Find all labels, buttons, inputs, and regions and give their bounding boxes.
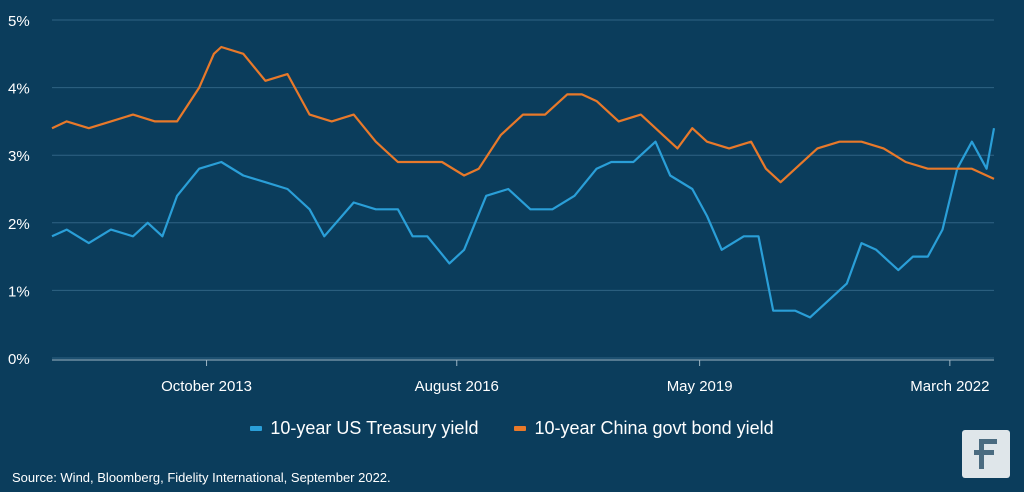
legend-item-china: 10-year China govt bond yield (514, 418, 774, 439)
series-line-us-treasury (51, 128, 996, 319)
legend-label-china: 10-year China govt bond yield (534, 418, 774, 438)
legend-swatch-china (514, 426, 527, 431)
y-tick-label: 3% (8, 148, 30, 165)
legend-item-us: 10-year US Treasury yield (250, 418, 478, 439)
y-tick-label: 2% (8, 216, 30, 233)
y-tick-label: 5% (8, 13, 30, 30)
legend-swatch-us (250, 426, 263, 431)
fidelity-logo (962, 430, 1010, 478)
y-tick-label: 1% (8, 283, 30, 300)
fidelity-logo-icon (974, 439, 997, 469)
y-tick-label: 4% (8, 81, 30, 98)
legend-label-us: 10-year US Treasury yield (270, 418, 479, 438)
x-tick-label: August 2016 (415, 378, 499, 395)
line-chart: 0% 1% 2% 3% 4% 5% October 2013 August 2016 May 2… (8, 13, 996, 395)
x-tick-label: May 2019 (667, 378, 733, 395)
x-tick-label: October 2013 (161, 378, 252, 395)
series-line-china-govt (51, 45, 995, 184)
source-note: Source: Wind, Bloomberg, Fidelity Intern… (12, 470, 391, 485)
x-tick-label: March 2022 (910, 378, 989, 395)
legend: 10-year US Treasury yield 10-year China … (0, 418, 1024, 439)
y-tick-label: 0% (8, 351, 30, 368)
